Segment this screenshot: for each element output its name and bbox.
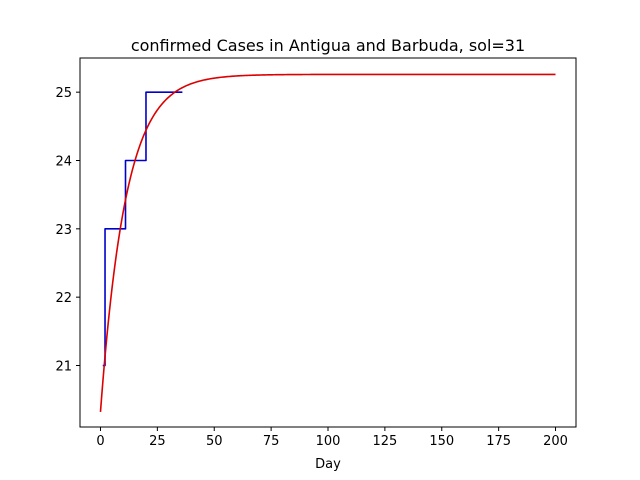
x-axis-label: Day [315,457,341,472]
x-tick-label: 200 [543,434,568,449]
y-tick-label: 23 [55,223,72,238]
plot-series [99,73,556,413]
series-line-observed [102,91,183,367]
y-tick-label: 22 [55,291,72,306]
x-tick-label: 50 [206,434,223,449]
x-tick-label: 175 [486,434,511,449]
y-axis-ticks: 21 22 23 24 25 [55,86,80,375]
series-line-fit [99,73,556,413]
x-tick-label: 125 [372,434,397,449]
plot-area-frame [79,57,577,428]
x-tick-label: 0 [96,434,104,449]
x-tick-label: 150 [429,434,454,449]
y-tick-label: 24 [55,155,72,170]
chart-title: confirmed Cases in Antigua and Barbuda, … [131,36,525,55]
x-tick-label: 100 [316,434,341,449]
x-tick-label: 25 [149,434,166,449]
x-axis-ticks: 0 25 50 75 100 125 150 175 200 [96,427,568,449]
y-tick-label: 21 [55,360,72,375]
x-tick-label: 75 [263,434,280,449]
y-tick-label: 25 [55,86,72,101]
